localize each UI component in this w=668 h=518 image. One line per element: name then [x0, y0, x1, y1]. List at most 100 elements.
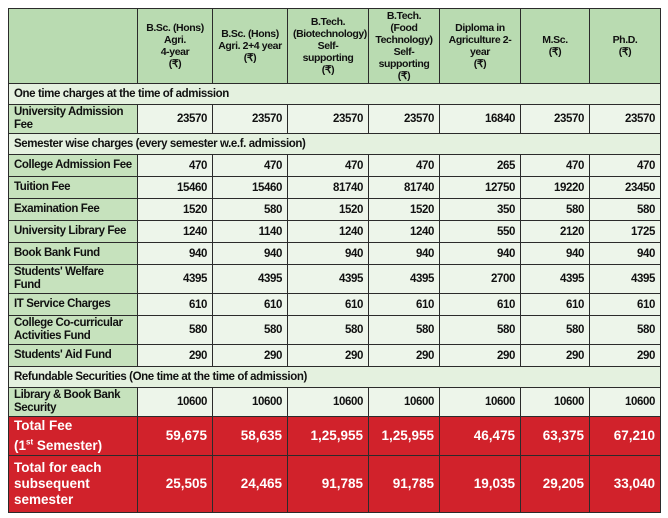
fee-cell: 940: [589, 242, 661, 265]
fee-cell: 610: [589, 293, 661, 316]
row-label: College Co-curricular Activities Fund: [8, 315, 138, 345]
fee-cell: 1140: [212, 220, 288, 243]
total-label: Total Fee (1st Semester): [8, 416, 138, 456]
fee-cell: 10600: [212, 387, 288, 417]
total-cell: 25,505: [137, 455, 213, 513]
fee-cell: 12750: [439, 176, 521, 199]
fee-cell: 19220: [520, 176, 590, 199]
fee-cell: 580: [439, 315, 521, 345]
total-cell: 24,465: [212, 455, 288, 513]
column-header-line: M.Sc.: [542, 34, 568, 46]
fee-cell: 1240: [137, 220, 213, 243]
fee-cell: 4395: [520, 264, 590, 294]
column-header-line: (₹): [473, 58, 487, 70]
fee-cell: 580: [212, 198, 288, 221]
fee-structure-table: B.Sc. (Hons) Agri. 4-year (₹) B.Sc. (Hons) Ag…: [8, 8, 661, 513]
fee-cell: 290: [520, 344, 590, 367]
column-header-line: B.Tech. (Food: [386, 10, 422, 34]
column-header-line: (₹): [548, 46, 562, 58]
fee-cell: 23570: [212, 104, 288, 134]
table-row: University Library Fee 1240 1140 1240 1240 55…: [8, 220, 661, 243]
fee-cell: 610: [368, 293, 440, 316]
header-empty: [8, 8, 138, 84]
column-header-line: B.Tech.: [310, 16, 346, 28]
fee-cell: 23570: [368, 104, 440, 134]
section-title: Refundable Securities (One time at the t…: [8, 366, 661, 388]
fee-cell: 940: [137, 242, 213, 265]
fee-cell: 940: [520, 242, 590, 265]
column-header-line: (Biotechnology): [293, 28, 367, 40]
fee-cell: 15460: [137, 176, 213, 199]
column-header: B.Tech. (Biotechnology) Self-supporting (₹): [287, 8, 369, 84]
column-header: M.Sc. (₹): [520, 8, 590, 84]
table-row: Tuition Fee 15460 15460 81740 81740 12750 1922…: [8, 176, 661, 199]
fee-cell: 1240: [287, 220, 369, 243]
table-row: Students' Welfare Fund 4395 4395 4395 4395 27…: [8, 264, 661, 294]
fee-cell: 10600: [589, 387, 661, 417]
fee-cell: 4395: [589, 264, 661, 294]
total-cell: 91,785: [287, 455, 369, 513]
row-label: University Library Fee: [8, 220, 138, 243]
column-header: B.Sc. (Hons) Agri. 4-year (₹): [137, 8, 213, 84]
fee-cell: 2120: [520, 220, 590, 243]
fee-cell: 2700: [439, 264, 521, 294]
row-label: Examination Fee: [8, 198, 138, 221]
total-cell: 1,25,955: [287, 416, 369, 456]
fee-cell: 4395: [137, 264, 213, 294]
fee-cell: 23570: [589, 104, 661, 134]
fee-cell: 610: [287, 293, 369, 316]
column-header-line: Agri. 2+4 year: [218, 40, 282, 52]
section-title: One time charges at the time of admissio…: [8, 83, 661, 105]
column-header-line: (₹): [321, 64, 335, 76]
column-header: Ph.D. (₹): [589, 8, 661, 84]
fee-cell: 580: [368, 315, 440, 345]
fee-cell: 940: [368, 242, 440, 265]
total-label-main: Total for each subsequent semester: [14, 460, 102, 507]
fee-cell: 1520: [287, 198, 369, 221]
fee-cell: 23450: [589, 176, 661, 199]
row-label: University Admission Fee: [8, 104, 138, 134]
column-header-line: B.Sc. (Hons): [221, 28, 279, 40]
fee-cell: 470: [368, 154, 440, 177]
fee-cell: 610: [439, 293, 521, 316]
row-label: Students' Aid Fund: [8, 344, 138, 367]
fee-cell: 81740: [287, 176, 369, 199]
table-row: Students' Aid Fund 290 290 290 290 290 290 290: [8, 344, 661, 367]
fee-cell: 470: [137, 154, 213, 177]
total-cell: 33,040: [589, 455, 661, 513]
fee-cell: 16840: [439, 104, 521, 134]
column-header-line: Technology): [375, 34, 433, 46]
table-row: Book Bank Fund 940 940 940 940 940 940 940: [8, 242, 661, 265]
fee-cell: 940: [439, 242, 521, 265]
fee-cell: 10600: [368, 387, 440, 417]
row-label: College Admission Fee: [8, 154, 138, 177]
column-header-line: Agriculture 2-year: [448, 34, 512, 58]
column-header-line: Self-supporting: [302, 40, 354, 64]
column-header-line: (₹): [243, 52, 257, 64]
fee-cell: 265: [439, 154, 521, 177]
fee-cell: 290: [287, 344, 369, 367]
fee-cell: 550: [439, 220, 521, 243]
fee-cell: 290: [439, 344, 521, 367]
fee-cell: 1725: [589, 220, 661, 243]
fee-cell: 580: [520, 315, 590, 345]
fee-cell: 290: [212, 344, 288, 367]
fee-cell: 290: [368, 344, 440, 367]
fee-cell: 290: [589, 344, 661, 367]
fee-cell: 4395: [368, 264, 440, 294]
total-label-sub: (1st Semester): [14, 437, 103, 453]
fee-cell: 940: [287, 242, 369, 265]
fee-cell: 4395: [287, 264, 369, 294]
fee-cell: 23570: [520, 104, 590, 134]
fee-cell: 610: [212, 293, 288, 316]
fee-cell: 610: [137, 293, 213, 316]
fee-cell: 4395: [212, 264, 288, 294]
column-header-line: Diploma in: [455, 22, 505, 34]
total-label: Total for each subsequent semester: [8, 455, 138, 513]
table-row: College Admission Fee 470 470 470 470 265 470 4…: [8, 154, 661, 177]
section-row: Semester wise charges (every semester w.…: [8, 133, 661, 155]
total-cell: 29,205: [520, 455, 590, 513]
fee-cell: 580: [212, 315, 288, 345]
table-row: University Admission Fee 23570 23570 23570 2…: [8, 104, 661, 134]
column-header-line: (₹): [397, 70, 411, 82]
